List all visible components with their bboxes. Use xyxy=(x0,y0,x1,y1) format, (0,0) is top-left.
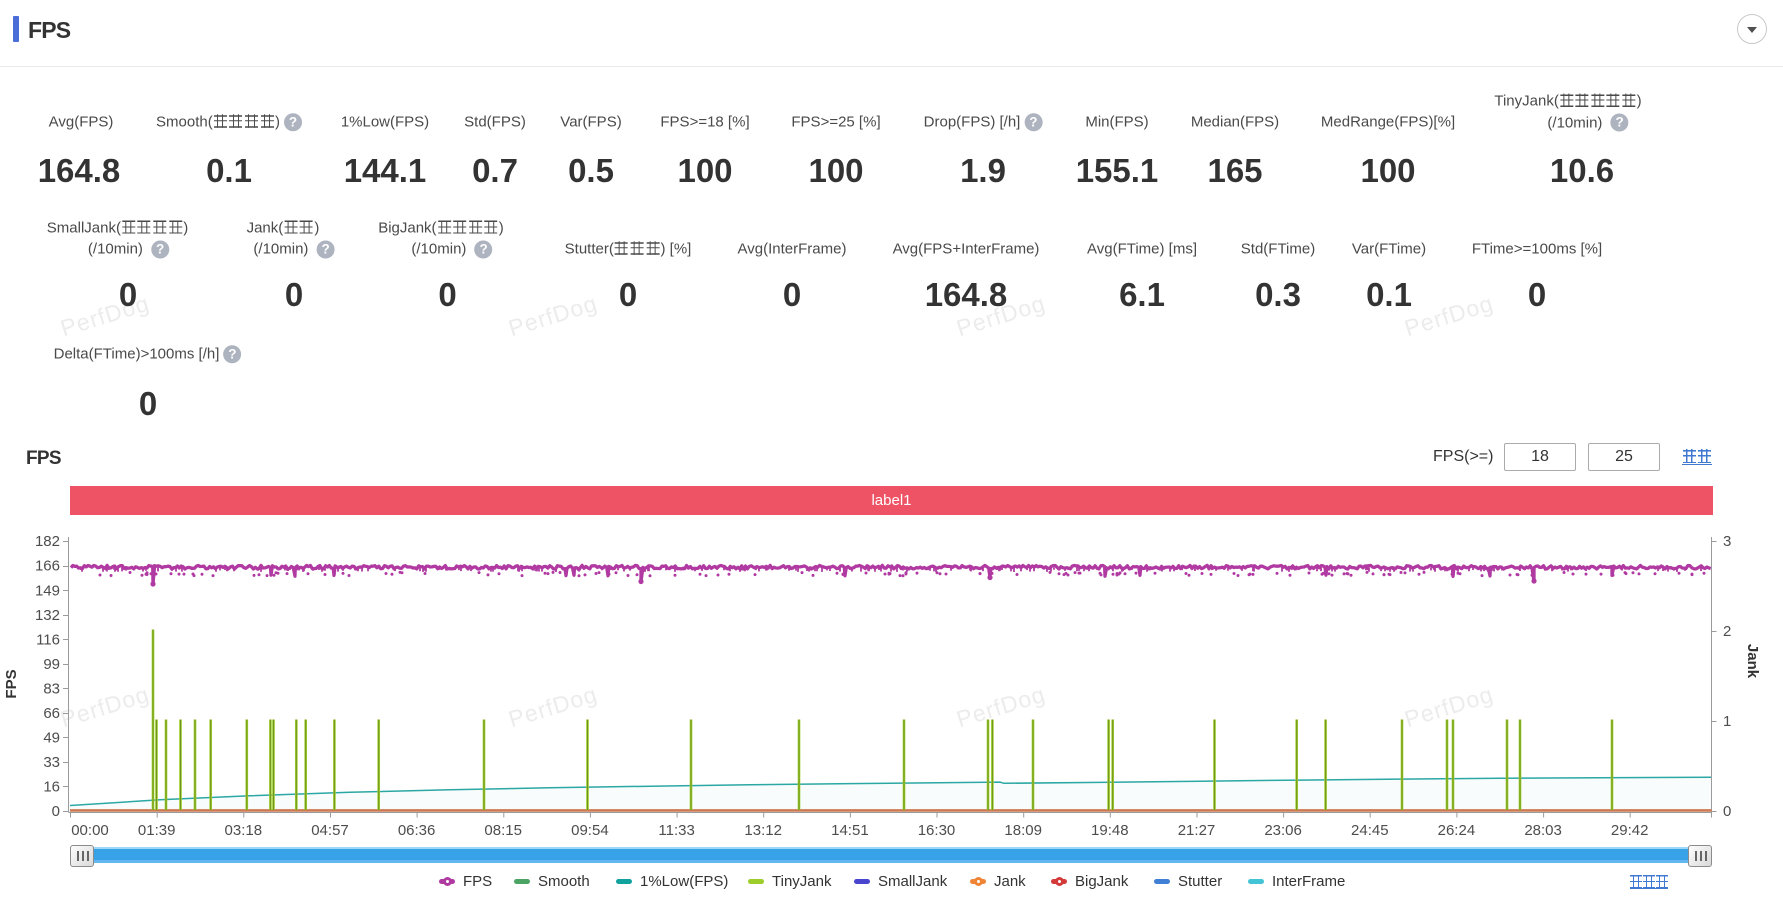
svg-text:29:42: 29:42 xyxy=(1611,822,1649,839)
svg-text:16:30: 16:30 xyxy=(918,822,956,839)
svg-text:24:45: 24:45 xyxy=(1351,822,1389,839)
svg-text:13:12: 13:12 xyxy=(744,822,782,839)
svg-text:23:06: 23:06 xyxy=(1264,822,1302,839)
svg-text:132: 132 xyxy=(35,607,60,624)
svg-text:166: 166 xyxy=(35,558,60,575)
svg-text:33: 33 xyxy=(43,754,60,771)
svg-text:1: 1 xyxy=(1723,713,1731,730)
svg-text:28:03: 28:03 xyxy=(1524,822,1562,839)
svg-text:11:33: 11:33 xyxy=(658,822,694,839)
svg-text:49: 49 xyxy=(43,730,60,747)
svg-text:09:54: 09:54 xyxy=(571,822,609,839)
svg-text:66: 66 xyxy=(43,705,60,722)
svg-text:01:39: 01:39 xyxy=(138,822,176,839)
svg-text:Jank: Jank xyxy=(1744,644,1761,679)
svg-text:08:15: 08:15 xyxy=(484,822,522,839)
svg-text:21:27: 21:27 xyxy=(1178,822,1216,839)
svg-text:99: 99 xyxy=(43,656,60,673)
svg-text:2: 2 xyxy=(1723,623,1731,640)
svg-text:16: 16 xyxy=(43,779,60,796)
svg-text:06:36: 06:36 xyxy=(398,822,436,839)
svg-text:14:51: 14:51 xyxy=(831,822,869,839)
svg-text:3: 3 xyxy=(1723,533,1731,550)
svg-text:03:18: 03:18 xyxy=(225,822,263,839)
svg-text:182: 182 xyxy=(35,533,60,550)
svg-text:26:24: 26:24 xyxy=(1438,822,1476,839)
svg-text:0: 0 xyxy=(52,803,60,820)
svg-text:149: 149 xyxy=(35,582,60,599)
svg-text:0: 0 xyxy=(1723,803,1731,820)
svg-text:116: 116 xyxy=(36,631,60,648)
svg-text:00:00: 00:00 xyxy=(71,822,109,839)
svg-text:83: 83 xyxy=(43,681,60,698)
svg-text:04:57: 04:57 xyxy=(311,822,349,839)
svg-text:18:09: 18:09 xyxy=(1004,822,1042,839)
svg-text:19:48: 19:48 xyxy=(1091,822,1129,839)
svg-text:FPS: FPS xyxy=(3,669,20,698)
